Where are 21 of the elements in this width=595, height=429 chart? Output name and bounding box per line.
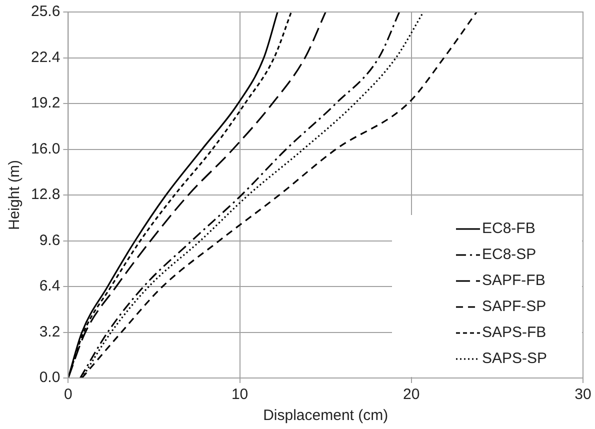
y-tick-label: 12.8 xyxy=(30,186,60,204)
legend-label: SAPF-SP xyxy=(482,298,546,316)
x-tick-label: 10 xyxy=(231,386,248,404)
y-tick-label: 16.0 xyxy=(30,140,60,158)
legend-label: SAPS-SP xyxy=(482,350,548,368)
legend-label: SAPS-FB xyxy=(482,324,546,342)
legend-label: EC8-FB xyxy=(482,220,536,238)
y-tick-label: 22.4 xyxy=(30,48,60,66)
y-tick-label: 9.6 xyxy=(39,232,60,249)
legend-label: SAPF-FB xyxy=(482,272,546,290)
y-tick-label: 3.2 xyxy=(39,323,60,340)
y-axis-title: Height (m) xyxy=(6,160,24,230)
y-tick-label: 19.2 xyxy=(30,94,60,112)
x-tick-label: 20 xyxy=(403,386,420,404)
y-tick-label: 25.6 xyxy=(30,3,60,20)
x-tick-label: 0 xyxy=(64,386,72,404)
x-tick-label: 30 xyxy=(574,386,592,404)
y-tick-label: 0.0 xyxy=(39,369,60,386)
x-axis-title: Displacement (cm) xyxy=(263,407,388,424)
legend-label: EC8-SP xyxy=(482,246,536,264)
y-tick-label: 6.4 xyxy=(39,278,60,295)
